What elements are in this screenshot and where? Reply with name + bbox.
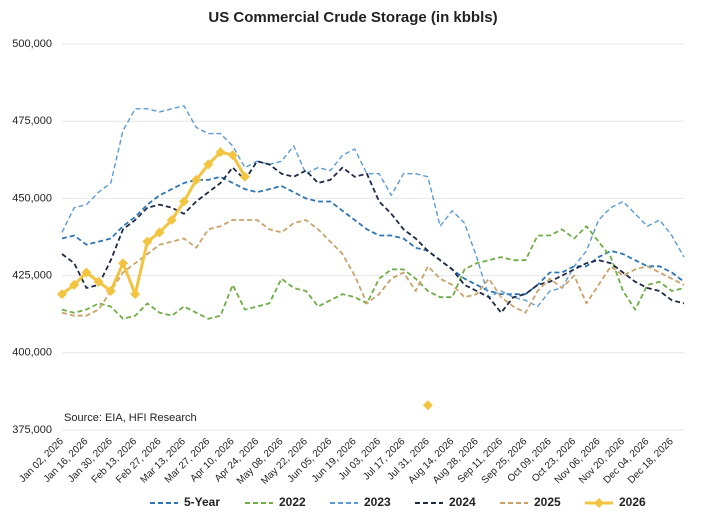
- point-marker: [154, 227, 165, 238]
- y-tick-label: 400,000: [12, 347, 52, 359]
- point-marker: [215, 147, 226, 158]
- point-marker: [422, 400, 433, 411]
- point-marker: [166, 215, 177, 226]
- legend: 5-Year 2022 2023 2024 2025 2026: [150, 495, 646, 509]
- legend-label: 2025: [534, 495, 561, 509]
- point-marker: [203, 159, 214, 170]
- point-marker: [227, 150, 238, 161]
- y-tick-label: 500,000: [12, 38, 52, 50]
- series-line: [61, 219, 685, 317]
- point-marker: [105, 286, 116, 297]
- legend-label: 2026: [619, 495, 646, 509]
- y-tick-label: 375,000: [12, 424, 52, 436]
- series-line: [61, 225, 685, 320]
- point-marker: [142, 236, 153, 247]
- legend-label: 2024: [449, 495, 476, 509]
- y-tick-label: 425,000: [12, 270, 52, 282]
- point-marker: [239, 171, 250, 182]
- point-marker: [93, 276, 104, 287]
- point-marker: [117, 258, 128, 269]
- y-tick-label: 450,000: [12, 192, 52, 204]
- series-line: [61, 160, 685, 314]
- point-marker: [81, 267, 92, 278]
- source-note: Source: EIA, HFI Research: [64, 412, 197, 424]
- point-marker: [178, 196, 189, 207]
- point-marker: [57, 289, 67, 300]
- y-tick-label: 475,000: [12, 115, 52, 127]
- legend-label: 2022: [279, 495, 306, 509]
- point-marker: [191, 174, 202, 185]
- series-line: [61, 105, 685, 308]
- point-marker: [130, 289, 141, 300]
- legend-label: 5-Year: [184, 495, 220, 509]
- legend-label: 2023: [364, 495, 391, 509]
- point-marker: [69, 279, 80, 290]
- series-line: [61, 150, 247, 296]
- chart-title: US Commercial Crude Storage (in kbbls): [208, 9, 497, 26]
- legend-marker: [594, 498, 604, 508]
